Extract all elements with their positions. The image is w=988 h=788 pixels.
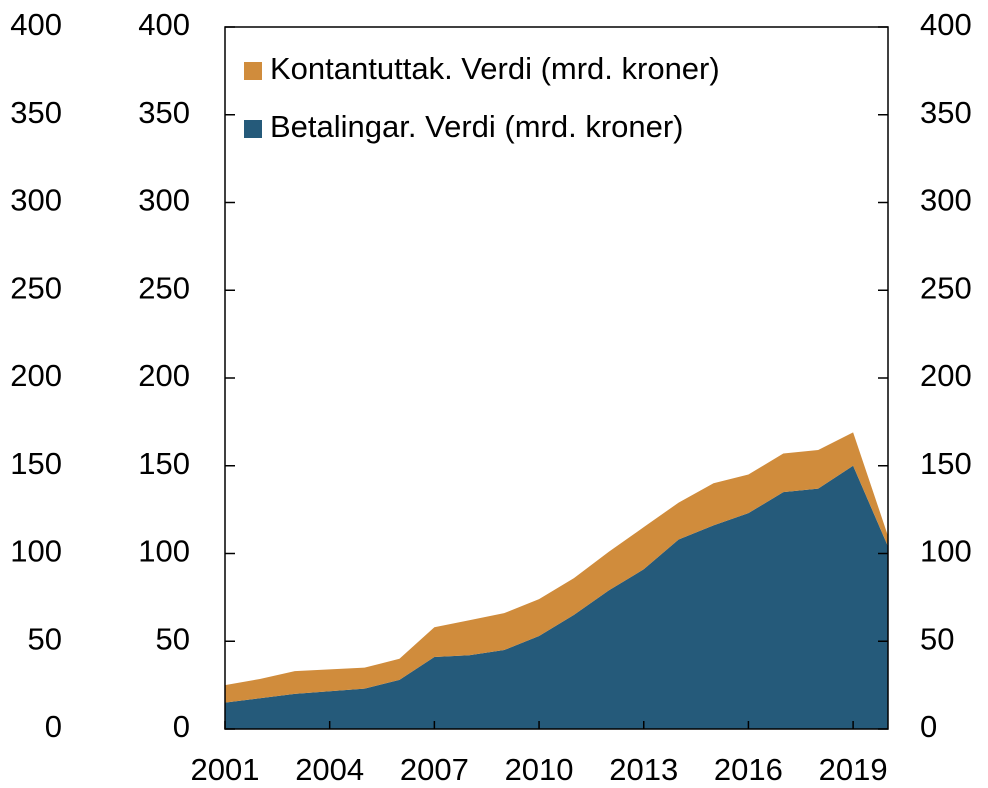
legend-label: Kontantuttak. Verdi (mrd. kroner): [270, 51, 720, 86]
area: [225, 432, 888, 703]
legend-swatch: [244, 62, 262, 80]
x-tick-label: 2010: [505, 752, 574, 787]
y-tick-label: 0: [45, 709, 62, 744]
y-tick-label: 400: [10, 7, 62, 42]
y2-tick-label: 250: [920, 270, 972, 305]
y-tick-label: 150: [10, 446, 62, 481]
y2-tick-label: 150: [920, 446, 972, 481]
x-tick-label: 2001: [191, 752, 260, 787]
y-tick-label: 150: [138, 446, 190, 481]
y-tick-label: 100: [10, 534, 62, 569]
x-tick-label: 2016: [714, 752, 783, 787]
y-tick-label: 300: [10, 183, 62, 218]
y-tick-label: 50: [156, 621, 190, 656]
x-tick-label: 2007: [400, 752, 469, 787]
y2-tick-label: 350: [920, 95, 972, 130]
y-tick-label: 250: [10, 270, 62, 305]
x-tick-label: 2004: [295, 752, 364, 787]
y-tick-label: 350: [10, 95, 62, 130]
y-tick-label: 200: [138, 358, 190, 393]
y-tick-label: 200: [10, 358, 62, 393]
x-tick-label: 2019: [819, 752, 888, 787]
y-tick-label: 250: [138, 270, 190, 305]
x-tick-label: 2013: [609, 752, 678, 787]
legend-swatch: [244, 120, 262, 138]
y-tick-label: 400: [138, 7, 190, 42]
y2-tick-label: 0: [920, 709, 937, 744]
y-tick-label: 100: [138, 534, 190, 569]
y-tick-label: 0: [173, 709, 190, 744]
legend-label: Betalingar. Verdi (mrd. kroner): [270, 109, 684, 144]
y2-tick-label: 50: [920, 621, 954, 656]
y2-tick-label: 300: [920, 183, 972, 218]
y2-tick-label: 100: [920, 534, 972, 569]
y-tick-label: 50: [28, 621, 62, 656]
y-tick-label: 300: [138, 183, 190, 218]
y-tick-label: 350: [138, 95, 190, 130]
y2-tick-label: 200: [920, 358, 972, 393]
area: [225, 465, 888, 729]
y2-tick-label: 400: [920, 7, 972, 42]
